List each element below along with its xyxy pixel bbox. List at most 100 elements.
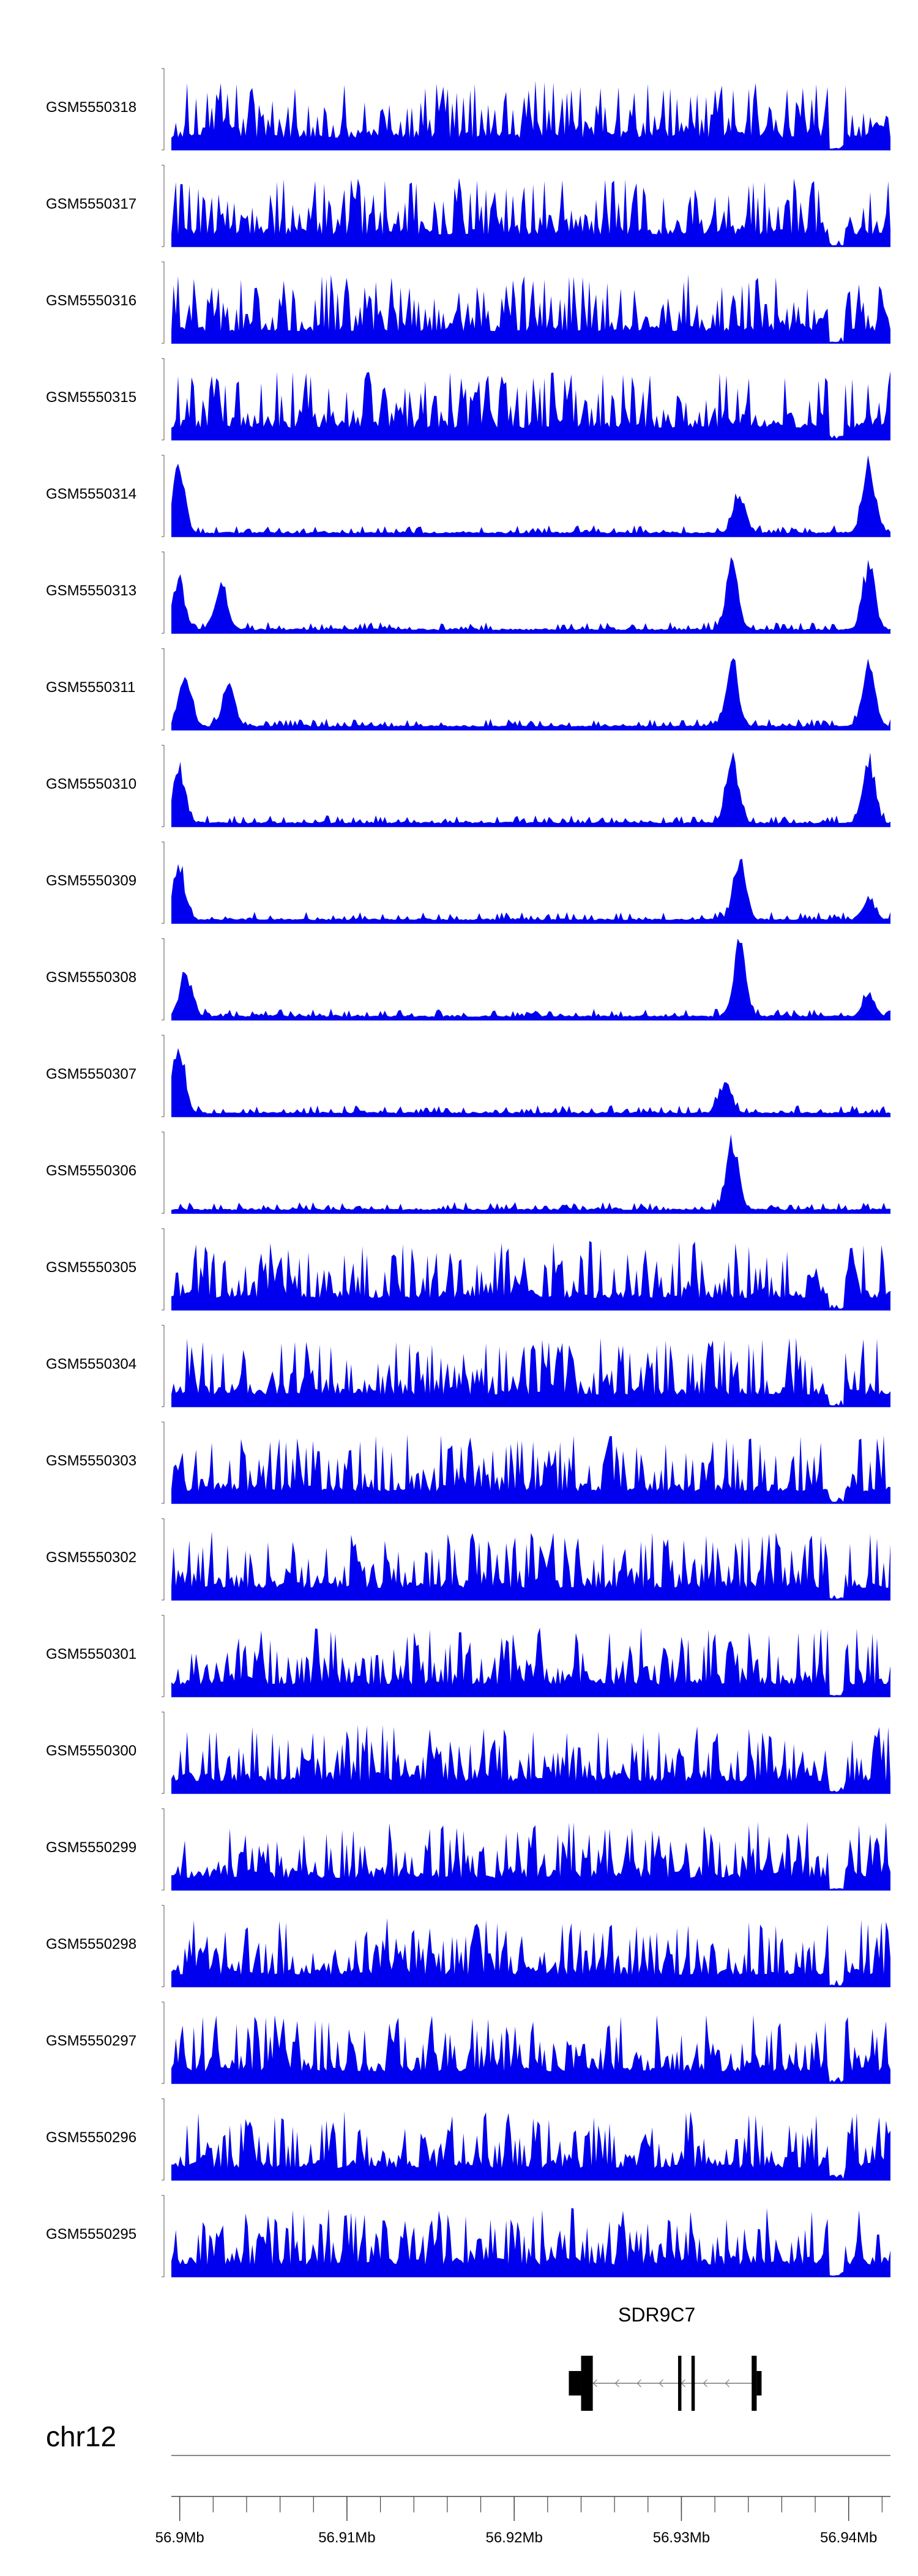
- track-plot: 40: [162, 261, 890, 344]
- track-label: GSM5550317: [46, 196, 137, 212]
- track-plot: 70: [162, 1615, 890, 1697]
- signal-area: [171, 2111, 890, 2180]
- track-GSM5550300: GSM5550300 70: [0, 1705, 918, 1801]
- gene-exon: [752, 2356, 757, 2411]
- gene-utr: [756, 2371, 762, 2395]
- strand-arrow: [681, 2379, 685, 2388]
- track-GSM5550315: GSM5550315 40: [0, 351, 918, 447]
- strand-arrow: [659, 2379, 663, 2388]
- track-GSM5550302: GSM5550302 90: [0, 1511, 918, 1607]
- track-label: GSM5550310: [46, 776, 137, 792]
- track-plot: 40: [162, 1905, 890, 1987]
- track-plot: 90: [162, 1131, 890, 1214]
- track-plot: 170: [162, 745, 890, 827]
- track-GSM5550318: GSM5550318 50: [0, 61, 918, 157]
- track-plot: 110: [162, 2001, 890, 2084]
- track-label: GSM5550316: [46, 292, 137, 309]
- track-GSM5550297: GSM5550297 110: [0, 1995, 918, 2091]
- track-GSM5550295: GSM5550295 80: [0, 2188, 918, 2284]
- track-label: GSM5550301: [46, 1646, 137, 1662]
- x-tick-label: 56.93Mb: [653, 2529, 710, 2546]
- signal-area: [171, 1048, 890, 1117]
- signal-area: [171, 858, 890, 923]
- track-label: GSM5550295: [46, 2226, 137, 2243]
- track-label: GSM5550314: [46, 486, 137, 502]
- track-label: GSM5550313: [46, 583, 137, 599]
- track-label: GSM5550309: [46, 873, 137, 889]
- track-GSM5550298: GSM5550298 40: [0, 1898, 918, 1994]
- signal-tracks: GSM555031850GSM555031740GSM555031640GSM5…: [0, 61, 918, 2277]
- track-plot: 310: [162, 938, 890, 1021]
- track-GSM5550303: GSM5550303 70: [0, 1415, 918, 1511]
- track-plot: 140: [162, 841, 890, 924]
- track-plot: 60: [162, 1325, 890, 1407]
- track-label: GSM5550300: [46, 1743, 137, 1759]
- strand-arrow: [592, 2379, 597, 2388]
- signal-area: [171, 939, 890, 1020]
- signal-area: [171, 81, 890, 150]
- track-label: GSM5550296: [46, 2129, 137, 2146]
- strand-arrow: [614, 2379, 619, 2388]
- signal-area: [171, 371, 890, 440]
- track-plot: 70: [162, 1808, 890, 1891]
- signal-area: [171, 1241, 890, 1310]
- gene-exon: [581, 2356, 593, 2411]
- signal-area: [171, 1338, 890, 1407]
- signal-area: [171, 2014, 890, 2083]
- track-GSM5550317: GSM5550317 40: [0, 158, 918, 254]
- strand-arrow: [725, 2379, 730, 2388]
- gene-exon: [691, 2356, 695, 2411]
- signal-area: [171, 177, 890, 247]
- gene-exon: [677, 2356, 682, 2411]
- track-plot: 40: [162, 165, 890, 247]
- track-label: GSM5550311: [46, 679, 136, 696]
- gene-utr: [569, 2371, 581, 2395]
- x-tick-label: 56.92Mb: [485, 2529, 542, 2546]
- chromosome-label: chr12: [46, 2421, 117, 2452]
- gene-label: SDR9C7: [618, 2304, 696, 2326]
- track-GSM5550304: GSM5550304 60: [0, 1318, 918, 1414]
- gene-track: 56.9Mb 56.91Mb 56.92Mb 56.93Mb 56.94Mb: [155, 2356, 890, 2546]
- track-label: GSM5550298: [46, 1936, 137, 1952]
- gene-annotation-panel: 56.9Mb 56.91Mb 56.92Mb 56.93Mb 56.94Mb: [0, 2276, 918, 2570]
- track-GSM5550309: GSM5550309 140: [0, 835, 918, 931]
- track-plot: 80: [162, 1228, 890, 1311]
- track-plot: 80: [162, 2195, 890, 2277]
- signal-area: [171, 1134, 890, 1213]
- track-GSM5550310: GSM5550310 170: [0, 738, 918, 834]
- track-GSM5550306: GSM5550306 90: [0, 1125, 918, 1221]
- track-label: GSM5550318: [46, 99, 137, 116]
- track-label: GSM5550306: [46, 1163, 137, 1179]
- track-GSM5550316: GSM5550316 40: [0, 255, 918, 351]
- track-plot: 70: [162, 1711, 890, 1794]
- track-label: GSM5550299: [46, 1839, 137, 1856]
- signal-area: [171, 751, 890, 827]
- track-GSM5550313: GSM5550313 190: [0, 545, 918, 641]
- signal-area: [171, 1724, 890, 1793]
- x-tick-label: 56.94Mb: [820, 2529, 877, 2546]
- track-GSM5550311: GSM5550311 210: [0, 641, 918, 737]
- track-label: GSM5550297: [46, 2033, 137, 2049]
- track-plot: 190: [162, 551, 890, 634]
- track-GSM5550314: GSM5550314 210: [0, 448, 918, 544]
- signal-area: [171, 1628, 890, 1697]
- track-label: GSM5550303: [46, 1453, 137, 1469]
- track-label: GSM5550315: [46, 389, 137, 406]
- track-plot: 70: [162, 1421, 890, 1504]
- track-plot: 40: [162, 358, 890, 441]
- track-GSM5550296: GSM5550296 50: [0, 2091, 918, 2187]
- signal-area: [171, 1531, 890, 1600]
- signal-area: [171, 658, 890, 730]
- track-plot: 210: [162, 648, 890, 731]
- signal-area: [171, 1822, 890, 1890]
- track-label: GSM5550308: [46, 969, 137, 986]
- track-GSM5550299: GSM5550299 70: [0, 1801, 918, 1897]
- track-label: GSM5550302: [46, 1549, 137, 1566]
- track-GSM5550301: GSM5550301 70: [0, 1608, 918, 1704]
- track-plot: 50: [162, 2098, 890, 2181]
- track-plot: 210: [162, 455, 890, 537]
- track-GSM5550305: GSM5550305 80: [0, 1221, 918, 1317]
- strand-arrow: [703, 2379, 707, 2388]
- x-tick-label: 56.9Mb: [155, 2529, 204, 2546]
- signal-area: [171, 274, 890, 343]
